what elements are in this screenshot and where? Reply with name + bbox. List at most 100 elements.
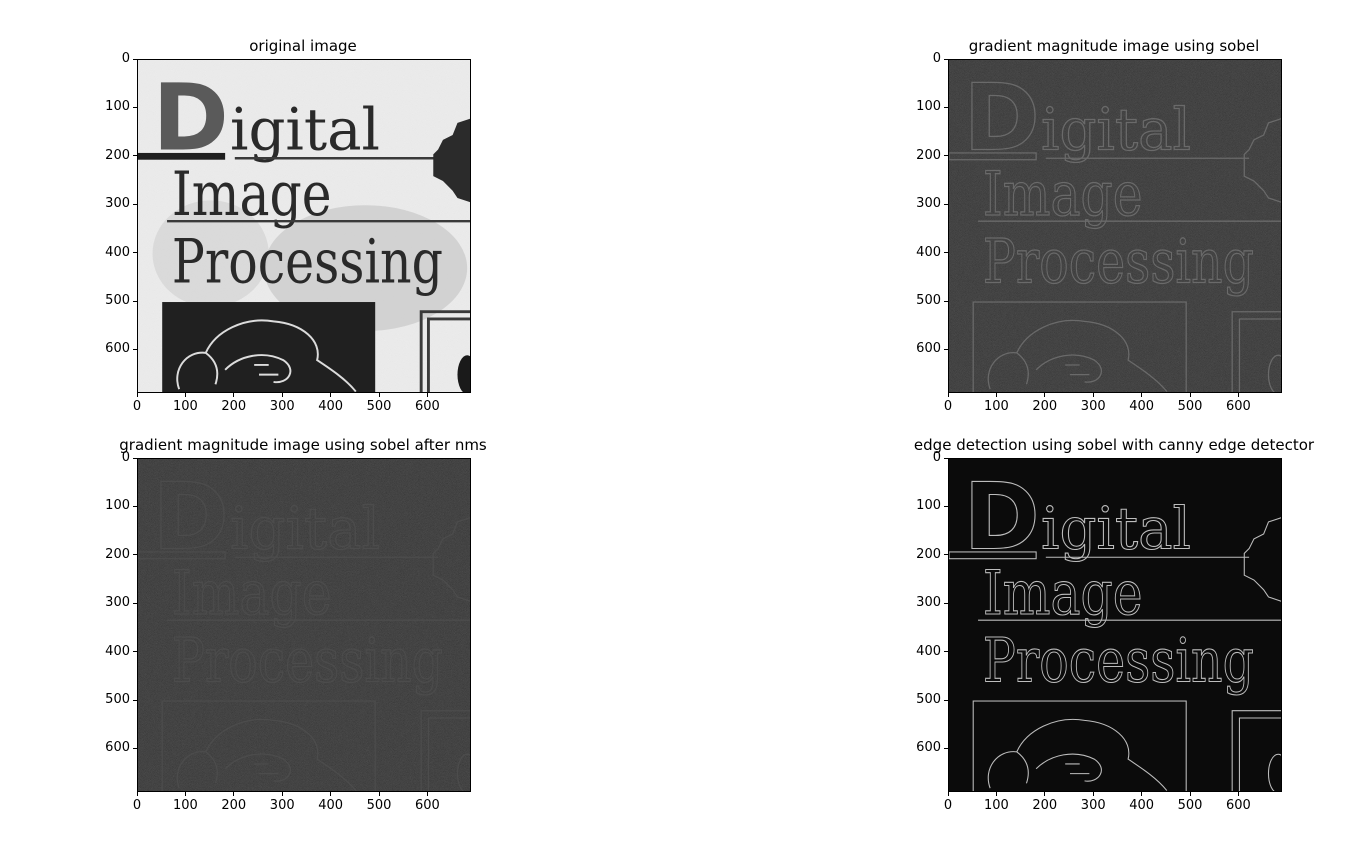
image-word-line3: Processing	[983, 228, 1254, 298]
image-letter-d: D	[964, 65, 1040, 172]
y-tick-mark	[944, 747, 948, 749]
image-figure-outline	[987, 319, 1168, 392]
y-tick-label: 500	[105, 692, 130, 708]
x-tick-label: 500	[366, 798, 392, 813]
x-tick-label: 0	[943, 399, 953, 414]
image-stepped-shape	[433, 118, 470, 203]
y-tick-label: 200	[916, 546, 941, 562]
image-letter-d: D	[153, 464, 229, 571]
x-tick-label: 200	[1032, 399, 1058, 414]
y-tick-mark	[133, 505, 137, 507]
x-tick-mark	[1141, 792, 1143, 796]
x-tick-mark	[1092, 792, 1094, 796]
x-tick-label: 500	[1177, 798, 1203, 813]
x-tick-mark	[330, 792, 332, 796]
y-tick-label: 200	[916, 147, 941, 163]
y-tick-label: 600	[916, 740, 941, 756]
y-tick-mark	[133, 554, 137, 556]
y-tick-mark	[133, 252, 137, 254]
y-tick-mark	[133, 300, 137, 302]
y-tick-mark	[133, 699, 137, 701]
image-right-frame	[420, 710, 470, 791]
x-tick-mark	[1092, 393, 1094, 397]
image-word-line2: Image	[983, 160, 1143, 230]
noise-texture	[138, 459, 470, 791]
y-tick-label: 200	[105, 147, 130, 163]
y-tick-mark	[944, 554, 948, 556]
y-tick-mark	[944, 252, 948, 254]
x-tick-label: 100	[172, 798, 198, 813]
y-tick-mark	[133, 602, 137, 604]
x-tick-mark	[330, 393, 332, 397]
x-tick-mark	[136, 393, 138, 397]
x-tick-label: 300	[1080, 399, 1106, 414]
y-tick-mark	[944, 457, 948, 459]
y-tick-label: 0	[932, 450, 941, 465]
image-right-frame	[419, 310, 470, 392]
x-tick-label: 300	[269, 399, 295, 414]
x-tick-mark	[1189, 393, 1191, 397]
image-dark-panel	[972, 301, 1187, 392]
image-word-line3: Processing	[983, 627, 1254, 697]
y-tick-label: 300	[916, 196, 941, 212]
x-tick-label: 400	[1129, 798, 1155, 813]
image-right-frame	[1231, 311, 1281, 392]
x-tick-mark	[947, 792, 949, 796]
y-tick-mark	[944, 300, 948, 302]
image-letter-d: D	[964, 464, 1040, 571]
x-tick-label: 400	[318, 798, 344, 813]
y-tick-mark	[944, 155, 948, 157]
image-thick-rule	[138, 152, 226, 160]
noise-texture	[949, 60, 1281, 392]
y-tick-label: 600	[105, 740, 130, 756]
y-tick-label: 0	[121, 450, 130, 465]
y-tick-mark	[133, 747, 137, 749]
x-tick-label: 400	[1129, 399, 1155, 414]
y-tick-label: 300	[916, 595, 941, 611]
y-tick-label: 100	[105, 99, 130, 115]
panel-title: edge detection using sobel with canny ed…	[913, 436, 1315, 454]
y-tick-label: 500	[916, 692, 941, 708]
x-tick-label: 300	[1080, 798, 1106, 813]
x-tick-label: 600	[415, 798, 440, 813]
y-tick-label: 0	[121, 51, 130, 66]
x-tick-label: 600	[415, 399, 440, 414]
y-tick-mark	[944, 505, 948, 507]
y-tick-mark	[944, 651, 948, 653]
image-word-line1: igital	[230, 495, 380, 563]
x-tick-mark	[426, 393, 428, 397]
y-tick-mark	[944, 699, 948, 701]
y-tick-label: 300	[105, 196, 130, 212]
image-right-frame	[1231, 710, 1281, 791]
x-tick-label: 300	[269, 798, 295, 813]
y-tick-mark	[944, 203, 948, 205]
x-tick-label: 0	[132, 798, 142, 813]
image-right-blob	[456, 753, 470, 791]
image-word-line2: Image	[172, 559, 332, 629]
x-tick-label: 600	[1226, 798, 1251, 813]
x-tick-label: 0	[132, 399, 142, 414]
x-tick-label: 200	[221, 798, 247, 813]
image-right-blob	[457, 355, 470, 392]
y-tick-label: 500	[916, 293, 941, 309]
x-tick-mark	[136, 792, 138, 796]
y-tick-label: 400	[916, 244, 941, 260]
panel-title: gradient magnitude image using sobel aft…	[119, 436, 487, 454]
y-tick-label: 500	[105, 293, 130, 309]
image-stepped-shape	[432, 517, 470, 602]
x-tick-mark	[1237, 792, 1239, 796]
image-background	[949, 459, 1281, 791]
x-tick-mark	[281, 393, 283, 397]
image-thick-rule	[949, 551, 1037, 560]
x-tick-mark	[1141, 393, 1143, 397]
y-tick-label: 100	[105, 498, 130, 514]
y-tick-mark	[944, 602, 948, 604]
y-tick-mark	[133, 155, 137, 157]
x-tick-label: 0	[943, 798, 953, 813]
x-tick-mark	[995, 792, 997, 796]
